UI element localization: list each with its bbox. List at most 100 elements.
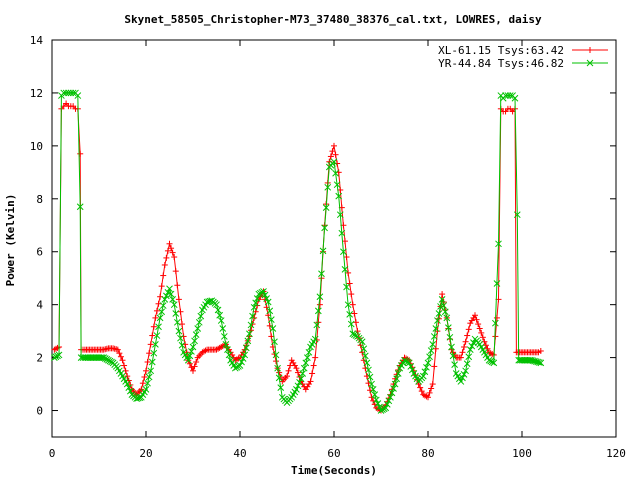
data-point <box>479 334 486 341</box>
data-point <box>193 359 200 366</box>
data-point <box>478 329 485 336</box>
data-point <box>537 359 545 367</box>
data-point <box>145 373 153 381</box>
data-point <box>161 261 168 268</box>
data-point <box>341 266 349 273</box>
data-point <box>335 192 343 200</box>
data-point <box>432 345 439 352</box>
data-point <box>125 384 133 391</box>
data-point <box>249 312 256 320</box>
data-point <box>264 298 272 306</box>
x-tick-label: 60 <box>327 447 340 460</box>
data-point <box>147 367 155 375</box>
data-point <box>333 181 341 189</box>
data-point <box>329 148 336 155</box>
data-point <box>163 254 170 261</box>
y-tick-label: 12 <box>30 87 43 100</box>
data-point <box>142 386 150 393</box>
data-point <box>173 318 181 326</box>
x-tick-label: 120 <box>606 447 626 460</box>
data-point <box>346 311 354 318</box>
data-point <box>457 378 465 385</box>
data-point <box>361 352 369 360</box>
data-point <box>316 301 323 308</box>
data-point <box>421 368 429 376</box>
data-point <box>114 346 121 353</box>
data-point <box>535 359 543 366</box>
data-point <box>332 151 339 158</box>
data-point <box>148 358 156 366</box>
data-point <box>368 380 375 388</box>
data-point <box>515 356 523 364</box>
data-point <box>307 378 314 385</box>
data-point <box>284 373 290 380</box>
data-point <box>263 304 270 311</box>
data-point <box>263 295 270 302</box>
data-point <box>269 325 277 332</box>
data-point <box>188 364 195 371</box>
x-axis-label: Time(Seconds) <box>291 464 377 477</box>
data-point <box>74 92 82 99</box>
data-point <box>338 229 346 237</box>
data-point <box>172 268 179 275</box>
data-point <box>260 288 267 295</box>
data-point <box>383 401 391 408</box>
data-point <box>309 370 316 377</box>
y-tick-label: 14 <box>30 34 44 47</box>
data-point <box>178 341 186 349</box>
chart-title: Skynet_58505_Christopher-M73_37480_38376… <box>124 13 542 26</box>
data-point <box>247 321 255 329</box>
data-point <box>492 319 499 327</box>
data-point <box>347 320 355 328</box>
data-point <box>183 349 190 356</box>
data-point <box>220 333 228 340</box>
data-point <box>511 94 519 102</box>
series-2 <box>50 89 545 414</box>
data-point <box>164 288 172 296</box>
data-point <box>311 335 319 343</box>
data-point <box>385 397 393 405</box>
data-point <box>217 317 225 324</box>
data-point <box>387 393 394 401</box>
data-point <box>158 308 166 316</box>
data-point <box>150 323 157 330</box>
data-point <box>170 301 178 309</box>
data-point <box>285 367 292 374</box>
data-point <box>149 332 156 339</box>
data-point <box>277 384 285 391</box>
data-point <box>238 358 245 366</box>
data-point <box>153 307 160 314</box>
data-point <box>461 344 468 351</box>
data-point <box>327 153 334 160</box>
data-point <box>163 292 170 300</box>
data-point <box>76 203 84 211</box>
data-point <box>175 327 183 335</box>
y-tick-label: 8 <box>36 193 43 206</box>
data-point <box>517 356 524 364</box>
data-point <box>141 374 148 381</box>
data-point <box>423 363 430 371</box>
data-point <box>408 366 416 374</box>
data-point <box>156 314 164 322</box>
data-point <box>294 369 301 376</box>
data-point <box>272 351 280 359</box>
y-axis-label: Power (Kelvin) <box>4 194 17 287</box>
data-point <box>274 364 281 372</box>
data-point <box>330 158 338 166</box>
data-point <box>345 269 352 276</box>
data-point <box>150 349 158 357</box>
data-point <box>475 321 482 328</box>
data-point <box>448 343 455 351</box>
data-point <box>467 320 474 327</box>
data-point <box>407 363 415 370</box>
data-point <box>167 290 175 298</box>
data-point <box>242 344 250 352</box>
data-point <box>449 352 457 360</box>
data-point <box>169 249 176 256</box>
data-point <box>484 345 491 352</box>
data-point <box>252 299 260 307</box>
data-point <box>460 371 468 378</box>
data-point <box>537 347 544 354</box>
data-point <box>435 310 443 317</box>
